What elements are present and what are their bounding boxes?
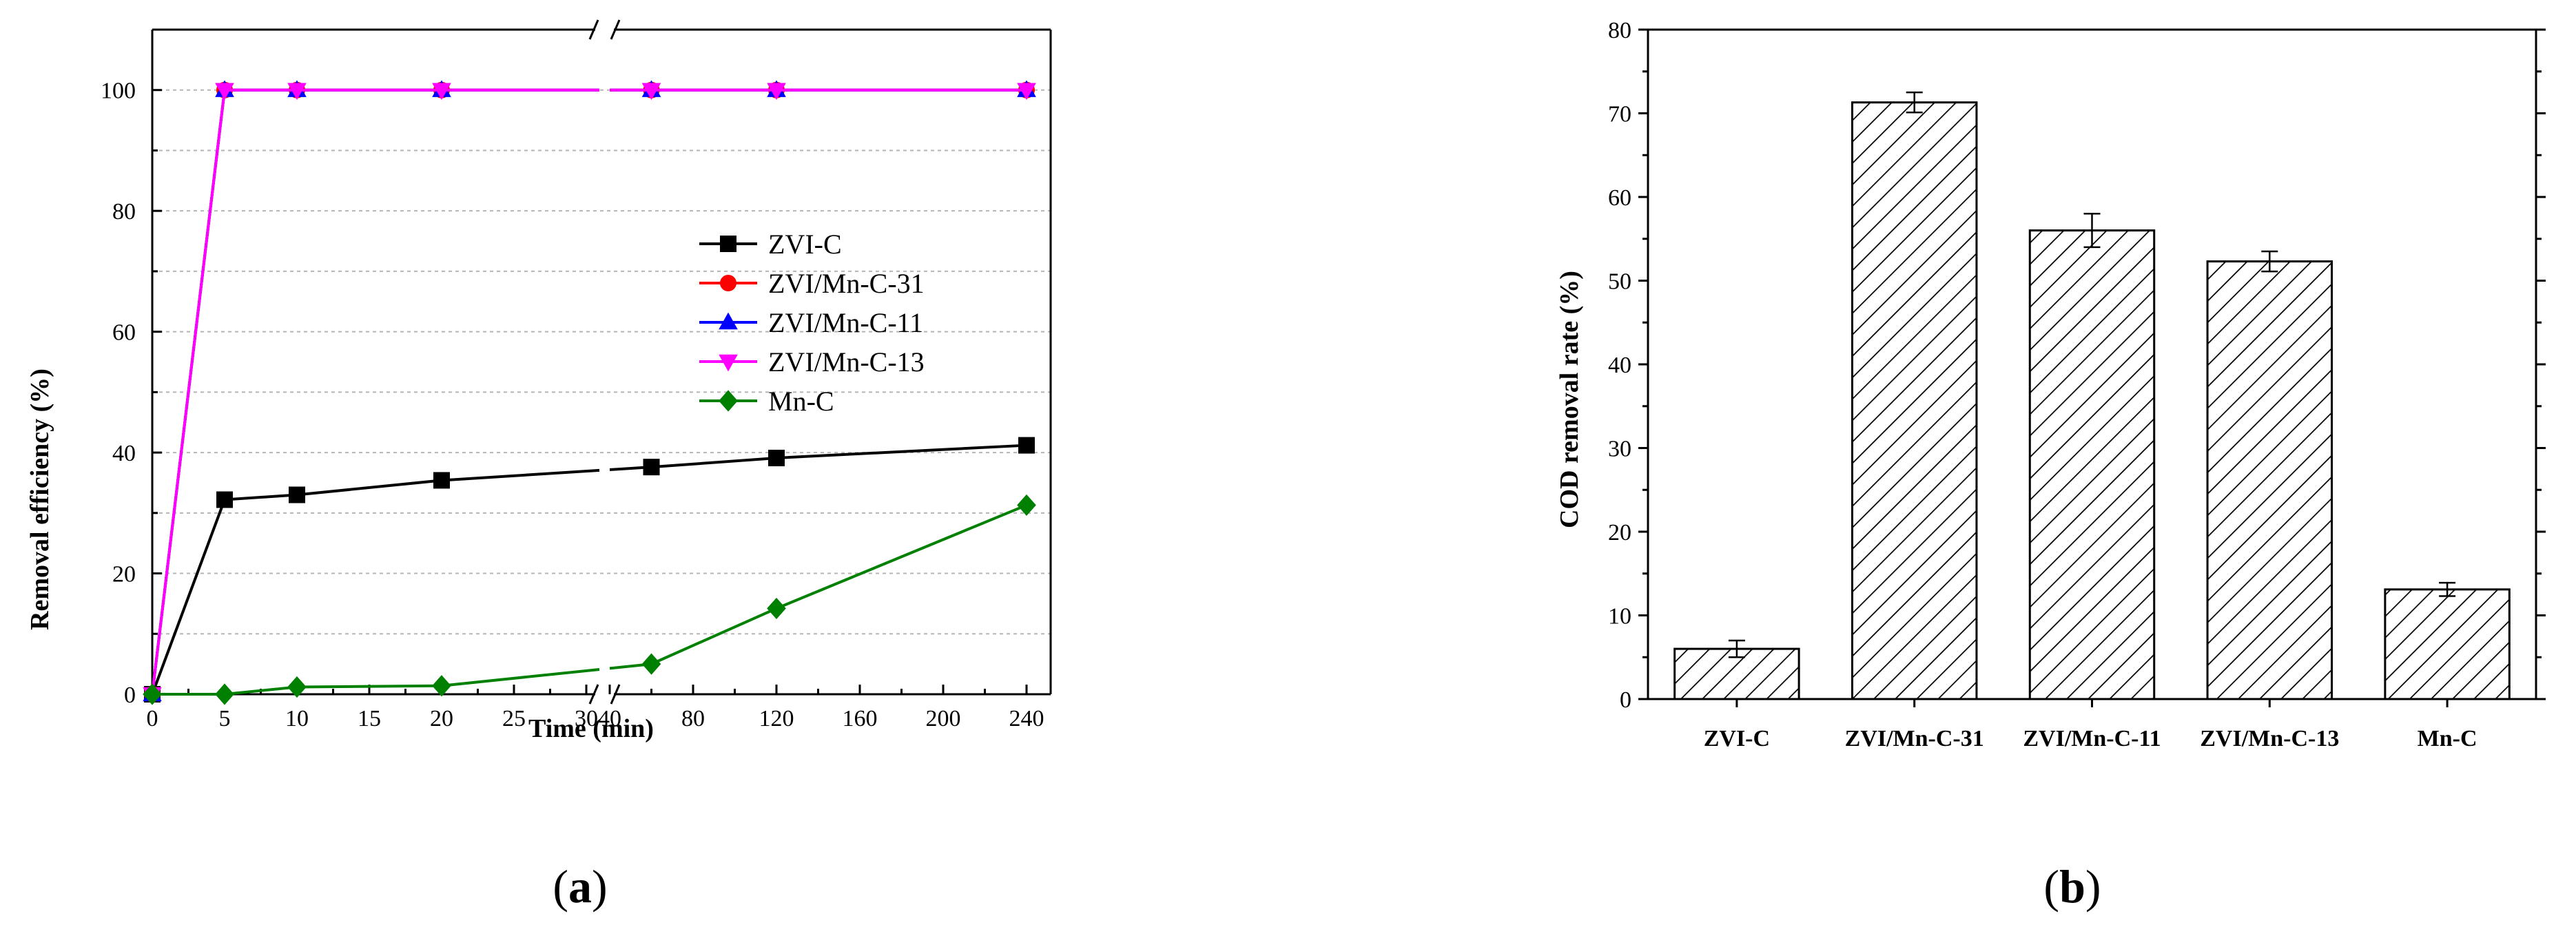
legend-label: ZVI-C [768,229,842,260]
axis-break-gap [595,690,614,698]
x-tick-label: ZVI/Mn-C-13 [2200,726,2339,751]
data-point [767,598,786,619]
data-point [1017,495,1036,516]
legend: ZVI-C ZVI/Mn-C-31 ZVI/Mn-C-11 ZVI/Mn-C-13 Mn… [699,229,925,417]
legend-marker [719,355,738,372]
figure: 020406080100 0 5 10 15 20 25 30 40 80 120 160 200 24… [0,0,2576,947]
series-zvi-mn-c-11 [143,80,1036,701]
x-tick-label: 80 [681,706,705,731]
bar-group [1675,641,1799,699]
y-tick-label: 10 [1608,604,1631,629]
y-tick-label: 0 [124,683,136,708]
y-tick-label: 40 [112,441,136,466]
legend-item: Mn-C [699,386,834,417]
bar [1852,103,1976,699]
legend-label: ZVI/Mn-C-13 [768,346,925,377]
data-point [643,459,660,475]
legend-item: ZVI/Mn-C-13 [699,346,925,377]
bar [2385,590,2509,699]
y-tick-label: 80 [112,199,136,225]
y-tick-label: 60 [112,320,136,346]
legend-item: ZVI-C [699,229,842,260]
y-tick-label: 20 [1608,520,1631,545]
x-tick-label: ZVI-C [1704,726,1770,751]
data-point [1018,437,1035,454]
x-tick-label: ZVI/Mn-C-31 [1845,726,1984,751]
y-tick-label: 20 [112,562,136,587]
x-tick-label: 160 [843,706,878,731]
series-zvi-c [144,437,1035,703]
legend-label: Mn-C [768,386,834,417]
bar-group [2207,251,2331,699]
x-tick-label: ZVI/Mn-C-11 [2023,726,2161,751]
legend-marker [719,313,738,330]
x-tick-label: 10 [285,706,309,731]
x-tick-label: 240 [1009,706,1044,731]
axis-break-gap [595,25,614,34]
y-tick-label: 40 [1608,353,1631,378]
x-tick-label: 200 [926,706,961,731]
legend-label: ZVI/Mn-C-11 [768,307,923,338]
bar-group [2385,583,2509,699]
series-line [610,446,1027,470]
y-tick-label: 0 [1620,687,1631,713]
y-tick-label: 50 [1608,269,1631,295]
data-point [768,450,785,466]
legend-marker [719,390,738,411]
bar [2030,231,2154,699]
x-tick-label: Mn-C [2418,726,2477,751]
x-axis-ticks: ZVI-C ZVI/Mn-C-31 ZVI/Mn-C-11 ZVI/Mn-C-13 Mn… [1704,699,2477,751]
x-tick-label: 120 [759,706,794,731]
y-tick-label: 80 [1608,18,1631,43]
x-tick-label: 25 [502,706,526,731]
data-point [642,654,661,675]
y-axis-label: COD removal rate (%) [1555,271,1584,528]
bar [2207,262,2331,699]
data-point [216,492,233,508]
data-point [215,683,234,705]
y-tick-label: 60 [1608,185,1631,211]
bar-chart-b: 0 10 20 30 40 50 60 70 80 ZVI-C ZVI/Mn-C-31 ZVI/Mn… [1555,18,2546,913]
panel-label-a: (a) [553,860,607,913]
data-point [433,472,450,488]
y-tick-label: 100 [101,79,136,104]
y-axis-label: Removal efficiency (%) [25,368,54,630]
y-tick-label: 70 [1608,102,1631,127]
legend-item: ZVI/Mn-C-31 [699,268,925,299]
bar-group [1852,92,1976,699]
y-tick-label: 30 [1608,437,1631,462]
series-mn-c [143,495,1036,705]
x-tick-label: 5 [219,706,231,731]
x-tick-label: 20 [430,706,453,731]
series-zvi-mn-c-13 [143,83,1036,705]
legend-marker [720,275,736,291]
legend-item: ZVI/Mn-C-11 [699,307,923,338]
bar-group [2030,214,2154,699]
data-point [289,487,305,503]
x-axis-label: Time (min) [528,714,654,743]
series-line [610,505,1027,668]
panel-label-b: (b) [2043,860,2101,913]
x-tick-label: 15 [358,706,381,731]
legend-label: ZVI/Mn-C-31 [768,268,925,299]
bars-group [1675,92,2510,699]
x-tick-label: 0 [147,706,158,731]
legend-marker [720,236,736,252]
